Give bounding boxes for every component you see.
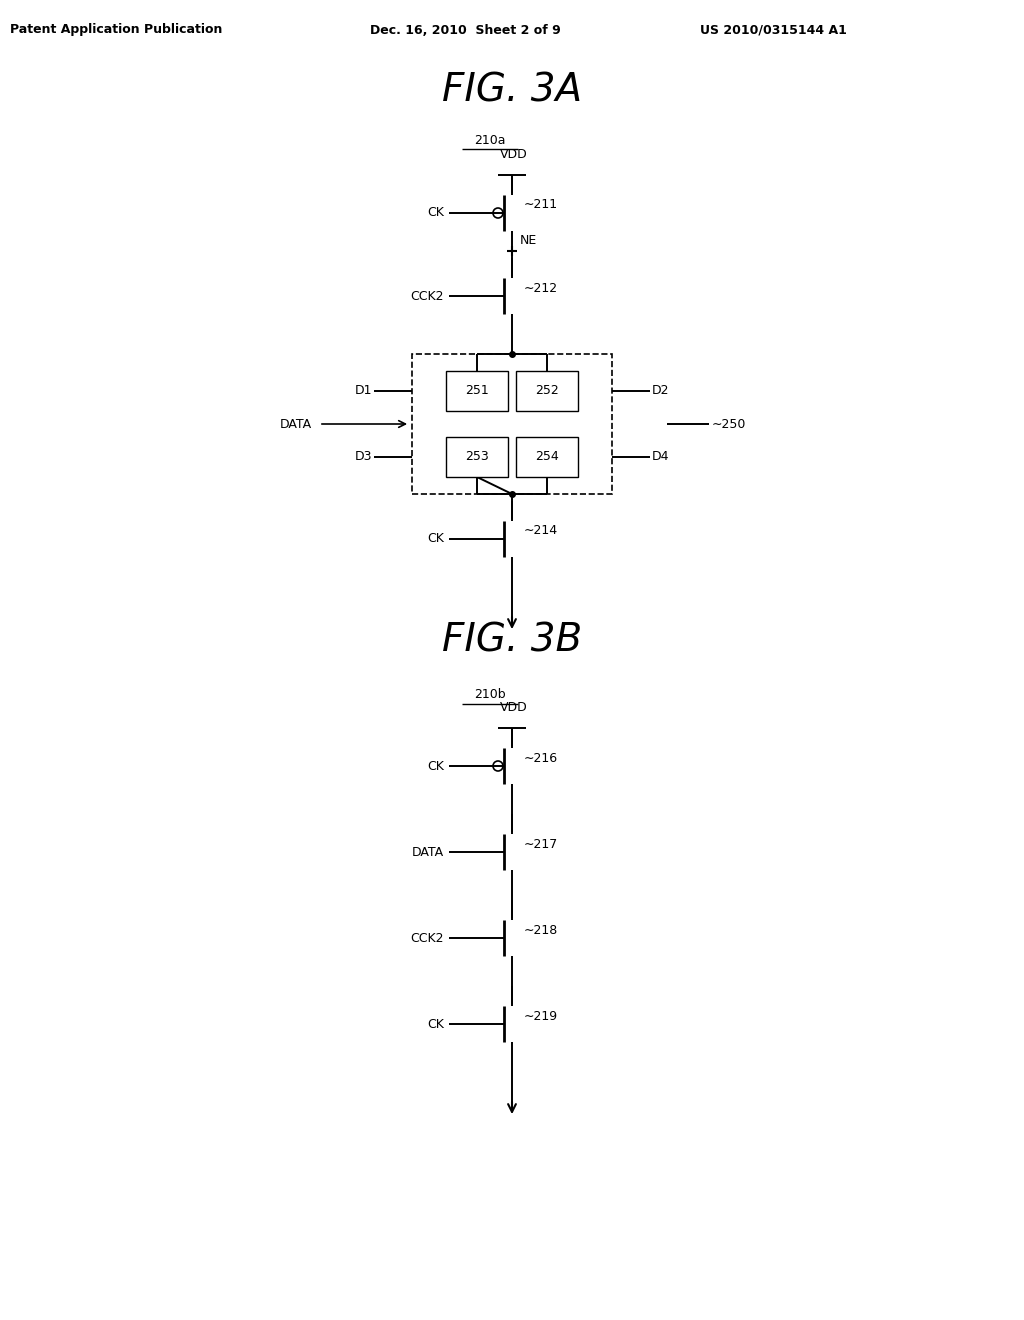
Text: DATA: DATA (280, 417, 312, 430)
Text: Patent Application Publication: Patent Application Publication (10, 24, 222, 37)
Text: US 2010/0315144 A1: US 2010/0315144 A1 (700, 24, 847, 37)
Bar (446, 437, 508, 477)
Text: 251: 251 (465, 384, 488, 397)
Text: NE: NE (520, 234, 538, 247)
Text: FIG. 3A: FIG. 3A (442, 71, 582, 110)
Text: Dec. 16, 2010  Sheet 2 of 9: Dec. 16, 2010 Sheet 2 of 9 (370, 24, 561, 37)
Text: ∼218: ∼218 (524, 924, 558, 936)
Text: ∼214: ∼214 (524, 524, 558, 537)
Text: CK: CK (427, 1018, 444, 1031)
Text: 210b: 210b (474, 689, 506, 701)
Text: CCK2: CCK2 (411, 932, 444, 945)
Text: DATA: DATA (412, 846, 444, 858)
Text: CK: CK (427, 532, 444, 545)
Text: ∼211: ∼211 (524, 198, 558, 211)
Bar (516, 437, 578, 477)
Bar (446, 371, 508, 411)
Text: VDD: VDD (500, 701, 528, 714)
Text: CCK2: CCK2 (411, 289, 444, 302)
Text: CK: CK (427, 206, 444, 219)
Text: CK: CK (427, 759, 444, 772)
Text: VDD: VDD (500, 148, 528, 161)
Text: D2: D2 (652, 384, 670, 397)
Text: ∼217: ∼217 (524, 837, 558, 850)
Text: ∼219: ∼219 (524, 1010, 558, 1023)
Text: D3: D3 (354, 450, 372, 463)
Text: ∼216: ∼216 (524, 751, 558, 764)
Text: D1: D1 (354, 384, 372, 397)
Text: 254: 254 (536, 450, 559, 463)
Bar (516, 371, 578, 411)
Text: D4: D4 (652, 450, 670, 463)
Bar (412, 354, 612, 494)
Text: FIG. 3B: FIG. 3B (442, 620, 582, 659)
Text: 210a: 210a (474, 133, 506, 147)
Text: 252: 252 (536, 384, 559, 397)
Text: ∼250: ∼250 (712, 417, 746, 430)
Text: 253: 253 (465, 450, 488, 463)
Text: ∼212: ∼212 (524, 281, 558, 294)
